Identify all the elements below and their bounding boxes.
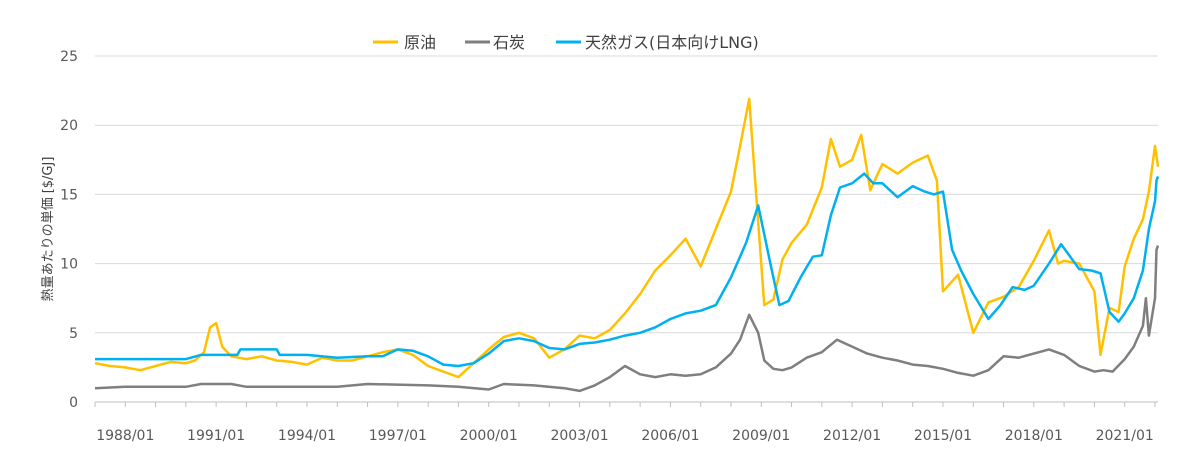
y-axis-ticks: 0 5 10 15 20 25 xyxy=(60,49,78,411)
x-tick-label: 2000/01 xyxy=(460,428,518,444)
legend-label-coal: 石炭 xyxy=(493,33,525,52)
x-tick-label: 2015/01 xyxy=(914,428,972,444)
x-tick-label: 1988/01 xyxy=(96,428,154,444)
x-axis: 1988/01 1991/01 1994/01 1997/01 2000/01 2003/… xyxy=(94,401,1158,444)
x-tick-label: 1994/01 xyxy=(278,428,336,444)
y-tick-label: 0 xyxy=(69,395,78,411)
y-tick-label: 5 xyxy=(69,326,78,342)
x-tick-label: 2021/01 xyxy=(1096,428,1154,444)
legend-label-crude-oil: 原油 xyxy=(404,33,436,52)
series-line-crude-oil xyxy=(94,97,1160,379)
x-tick-label: 2012/01 xyxy=(823,428,881,444)
series-lines xyxy=(94,97,1160,393)
x-tick-label: 2003/01 xyxy=(550,428,608,444)
legend-label-lng: 天然ガス(日本向けLNG) xyxy=(585,33,759,52)
gridlines xyxy=(95,55,1158,334)
series-line-coal xyxy=(94,245,1160,393)
x-tick-label: 2018/01 xyxy=(1005,428,1063,444)
y-tick-label: 10 xyxy=(60,257,78,273)
x-tick-label: 2009/01 xyxy=(732,428,790,444)
x-tick-label: 1997/01 xyxy=(369,428,427,444)
y-axis-title: 熱量あたりの単価 [$/GJ] xyxy=(40,157,56,302)
y-tick-label: 25 xyxy=(60,49,78,65)
y-tick-label: 20 xyxy=(60,118,78,134)
x-tick-label: 1991/01 xyxy=(187,428,245,444)
x-tick-label: 2006/01 xyxy=(641,428,699,444)
chart-legend: 原油 石炭 天然ガス(日本向けLNG) xyxy=(373,33,759,52)
y-tick-label: 15 xyxy=(60,187,78,203)
series-line-lng xyxy=(95,172,1160,368)
